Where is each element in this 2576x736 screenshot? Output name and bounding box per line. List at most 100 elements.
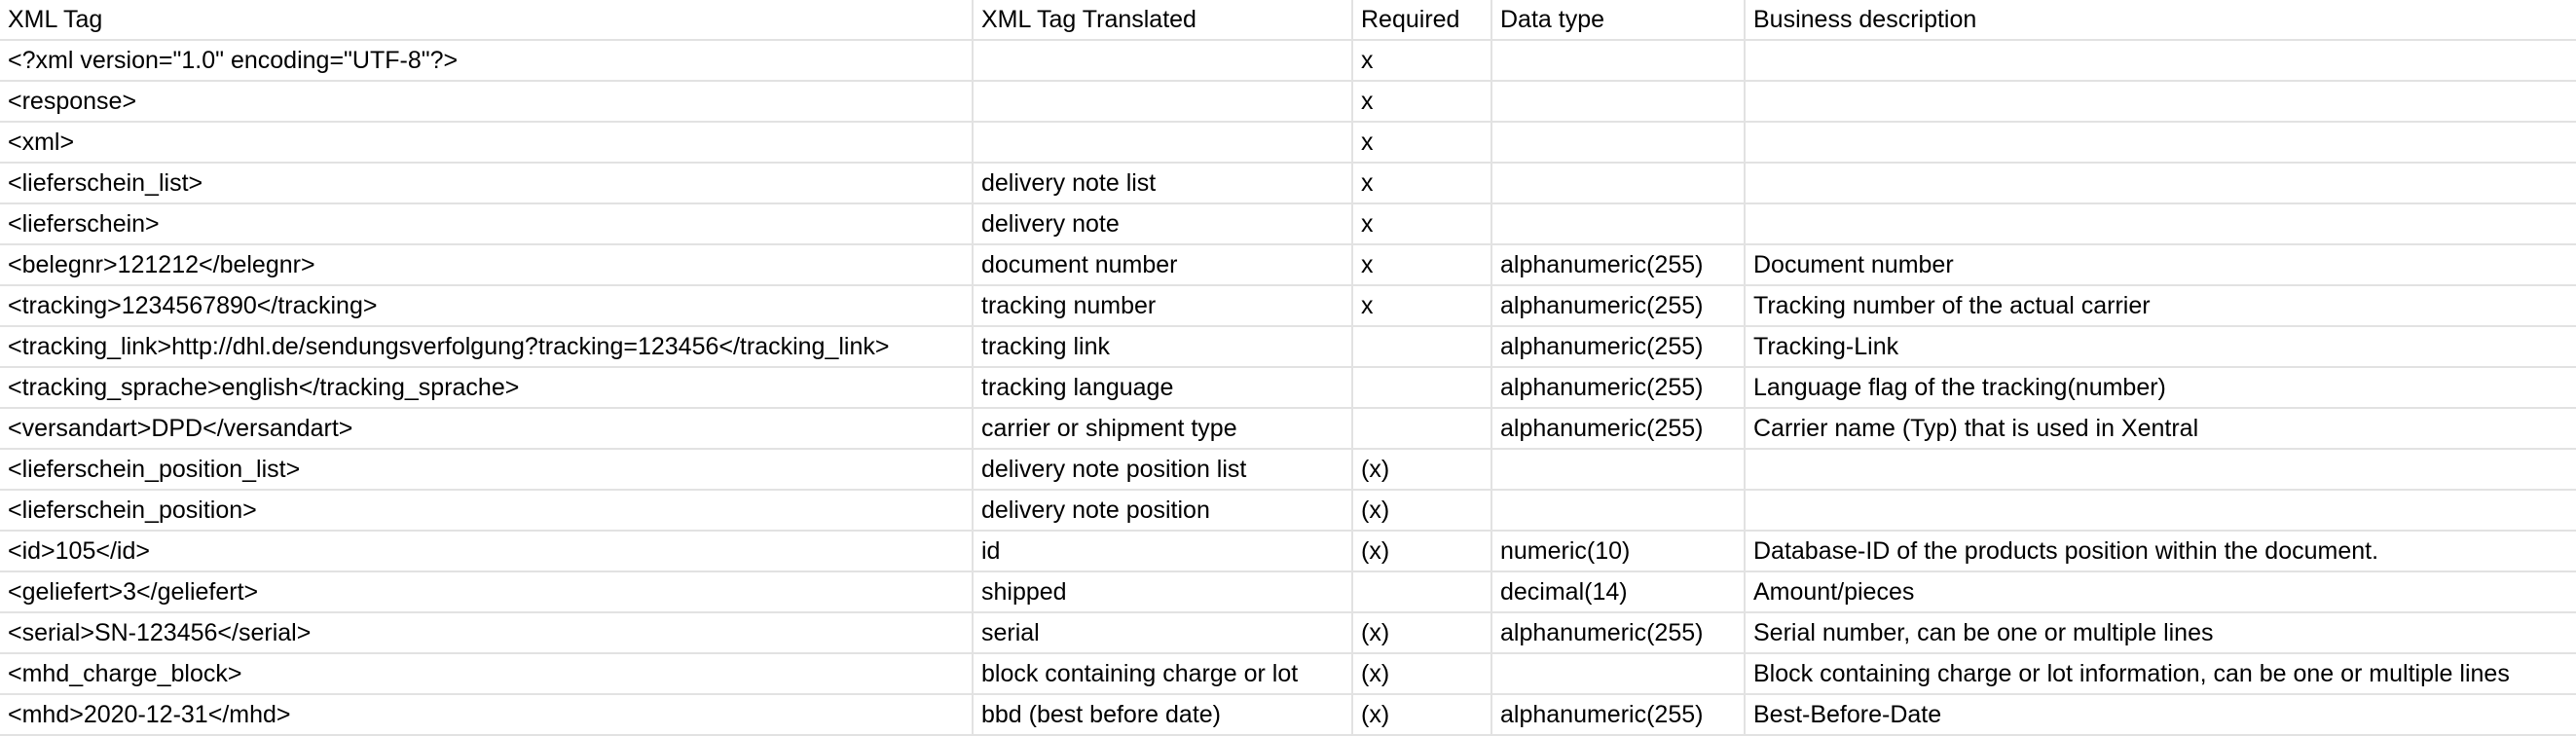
- cell-xml-tag[interactable]: <serial>SN-123456</serial>: [0, 612, 974, 654]
- cell-business-description[interactable]: Serial number, can be one or multiple li…: [1745, 612, 2576, 654]
- header-xml-tag[interactable]: XML Tag: [0, 0, 974, 41]
- header-business-description[interactable]: Business description: [1745, 0, 2576, 41]
- cell-required[interactable]: x: [1352, 163, 1492, 204]
- cell-required[interactable]: x: [1352, 122, 1492, 164]
- cell-data-type[interactable]: [1491, 490, 1746, 532]
- cell-business-description[interactable]: [1745, 449, 2576, 491]
- cell-xml-tag[interactable]: <belegnr>121212</belegnr>: [0, 244, 974, 286]
- cell-data-type[interactable]: decimal(14): [1491, 571, 1746, 613]
- cell-business-description[interactable]: [1745, 40, 2576, 82]
- cell-data-type[interactable]: [1491, 40, 1746, 82]
- cell-required[interactable]: x: [1352, 81, 1492, 123]
- cell-xml-tag-translated[interactable]: id: [973, 531, 1353, 572]
- cell-data-type[interactable]: alphanumeric(255): [1491, 244, 1746, 286]
- table-row: <mhd>2020-12-31</mhd> bbd (best before da…: [0, 694, 2576, 736]
- cell-required[interactable]: (x): [1352, 612, 1492, 654]
- cell-xml-tag-translated[interactable]: block containing charge or lot: [973, 653, 1353, 695]
- cell-data-type[interactable]: alphanumeric(255): [1491, 367, 1746, 409]
- cell-business-description[interactable]: [1745, 490, 2576, 532]
- cell-xml-tag[interactable]: <lieferschein_position>: [0, 490, 974, 532]
- cell-xml-tag-translated[interactable]: delivery note position list: [973, 449, 1353, 491]
- cell-data-type[interactable]: [1491, 163, 1746, 204]
- table-row: <lieferschein_position> delivery note pos…: [0, 490, 2576, 532]
- cell-business-description[interactable]: [1745, 203, 2576, 245]
- cell-business-description[interactable]: Best-Before-Date: [1745, 694, 2576, 736]
- cell-data-type[interactable]: [1491, 122, 1746, 164]
- cell-required[interactable]: [1352, 571, 1492, 613]
- cell-business-description[interactable]: Database-ID of the products position wit…: [1745, 531, 2576, 572]
- cell-xml-tag-translated[interactable]: bbd (best before date): [973, 694, 1353, 736]
- cell-data-type[interactable]: alphanumeric(255): [1491, 285, 1746, 327]
- cell-data-type[interactable]: [1491, 653, 1746, 695]
- table-row: <versandart>DPD</versandart> carrier or s…: [0, 408, 2576, 450]
- cell-required[interactable]: (x): [1352, 490, 1492, 532]
- cell-data-type[interactable]: alphanumeric(255): [1491, 694, 1746, 736]
- cell-xml-tag[interactable]: <mhd_charge_block>: [0, 653, 974, 695]
- cell-business-description[interactable]: [1745, 81, 2576, 123]
- cell-required[interactable]: [1352, 326, 1492, 368]
- cell-data-type[interactable]: alphanumeric(255): [1491, 326, 1746, 368]
- table-row: <tracking_sprache>english</tracking_spra…: [0, 367, 2576, 409]
- cell-data-type[interactable]: alphanumeric(255): [1491, 612, 1746, 654]
- cell-data-type[interactable]: [1491, 203, 1746, 245]
- table-row: <mhd_charge_block> block containing charg…: [0, 653, 2576, 695]
- cell-xml-tag-translated[interactable]: carrier or shipment type: [973, 408, 1353, 450]
- cell-xml-tag-translated[interactable]: document number: [973, 244, 1353, 286]
- cell-business-description[interactable]: Tracking-Link: [1745, 326, 2576, 368]
- cell-xml-tag-translated[interactable]: [973, 122, 1353, 164]
- cell-business-description[interactable]: Block containing charge or lot informati…: [1745, 653, 2576, 695]
- cell-xml-tag[interactable]: <xml>: [0, 122, 974, 164]
- cell-required[interactable]: x: [1352, 244, 1492, 286]
- table-row: <tracking_link>http://dhl.de/sendungsver…: [0, 326, 2576, 368]
- cell-xml-tag[interactable]: <lieferschein_list>: [0, 163, 974, 204]
- table-row: <serial>SN-123456</serial> serial (x) alpha…: [0, 612, 2576, 654]
- cell-required[interactable]: (x): [1352, 694, 1492, 736]
- cell-required[interactable]: [1352, 408, 1492, 450]
- cell-xml-tag-translated[interactable]: serial: [973, 612, 1353, 654]
- cell-business-description[interactable]: [1745, 122, 2576, 164]
- cell-required[interactable]: x: [1352, 40, 1492, 82]
- cell-xml-tag-translated[interactable]: [973, 40, 1353, 82]
- cell-xml-tag[interactable]: <versandart>DPD</versandart>: [0, 408, 974, 450]
- cell-xml-tag[interactable]: <geliefert>3</geliefert>: [0, 571, 974, 613]
- cell-data-type[interactable]: alphanumeric(255): [1491, 408, 1746, 450]
- cell-required[interactable]: [1352, 367, 1492, 409]
- cell-data-type[interactable]: numeric(10): [1491, 531, 1746, 572]
- cell-xml-tag-translated[interactable]: tracking number: [973, 285, 1353, 327]
- cell-xml-tag[interactable]: <mhd>2020-12-31</mhd>: [0, 694, 974, 736]
- cell-required[interactable]: x: [1352, 285, 1492, 327]
- table-row: <id>105</id> id (x) numeric(10) Database-ID …: [0, 531, 2576, 572]
- cell-xml-tag-translated[interactable]: delivery note: [973, 203, 1353, 245]
- cell-data-type[interactable]: [1491, 449, 1746, 491]
- cell-required[interactable]: (x): [1352, 653, 1492, 695]
- cell-xml-tag[interactable]: <?xml version="1.0" encoding="UTF-8"?>: [0, 40, 974, 82]
- header-xml-tag-translated[interactable]: XML Tag Translated: [973, 0, 1353, 41]
- cell-data-type[interactable]: [1491, 81, 1746, 123]
- cell-business-description[interactable]: Document number: [1745, 244, 2576, 286]
- cell-xml-tag[interactable]: <tracking>1234567890</tracking>: [0, 285, 974, 327]
- cell-xml-tag[interactable]: <id>105</id>: [0, 531, 974, 572]
- cell-xml-tag-translated[interactable]: shipped: [973, 571, 1353, 613]
- cell-business-description[interactable]: [1745, 163, 2576, 204]
- cell-required[interactable]: (x): [1352, 531, 1492, 572]
- cell-business-description[interactable]: Amount/pieces: [1745, 571, 2576, 613]
- cell-xml-tag-translated[interactable]: [973, 81, 1353, 123]
- cell-xml-tag-translated[interactable]: delivery note list: [973, 163, 1353, 204]
- cell-required[interactable]: (x): [1352, 449, 1492, 491]
- cell-required[interactable]: x: [1352, 203, 1492, 245]
- cell-xml-tag[interactable]: <lieferschein>: [0, 203, 974, 245]
- cell-business-description[interactable]: Carrier name (Typ) that is used in Xentr…: [1745, 408, 2576, 450]
- header-required[interactable]: Required: [1352, 0, 1492, 41]
- cell-xml-tag-translated[interactable]: delivery note position: [973, 490, 1353, 532]
- table-row: <tracking>1234567890</tracking> tracking …: [0, 285, 2576, 327]
- cell-xml-tag[interactable]: <lieferschein_position_list>: [0, 449, 974, 491]
- header-row: XML Tag XML Tag Translated Required Data ty…: [0, 0, 2576, 41]
- cell-business-description[interactable]: Tracking number of the actual carrier: [1745, 285, 2576, 327]
- cell-xml-tag[interactable]: <response>: [0, 81, 974, 123]
- cell-xml-tag-translated[interactable]: tracking link: [973, 326, 1353, 368]
- header-data-type[interactable]: Data type: [1491, 0, 1746, 41]
- cell-business-description[interactable]: Language flag of the tracking(number): [1745, 367, 2576, 409]
- cell-xml-tag[interactable]: <tracking_link>http://dhl.de/sendungsver…: [0, 326, 974, 368]
- cell-xml-tag[interactable]: <tracking_sprache>english</tracking_spra…: [0, 367, 974, 409]
- cell-xml-tag-translated[interactable]: tracking language: [973, 367, 1353, 409]
